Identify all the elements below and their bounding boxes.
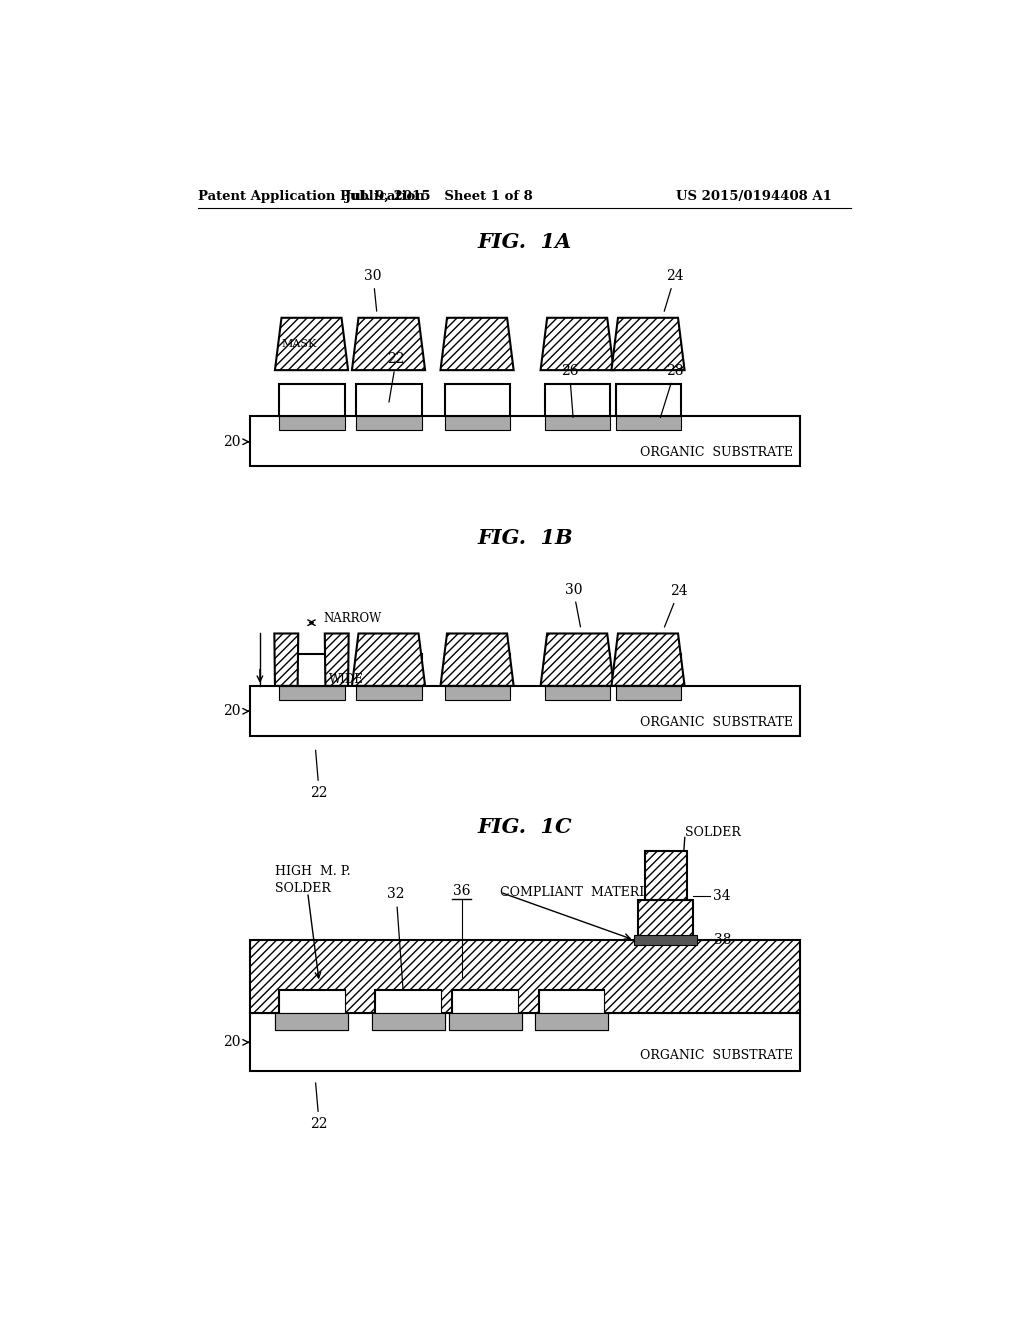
Bar — [280, 686, 345, 700]
Bar — [376, 990, 441, 1014]
Bar — [634, 936, 697, 945]
Text: 34: 34 — [713, 888, 730, 903]
Bar — [280, 990, 345, 1014]
Text: Patent Application Publication: Patent Application Publication — [199, 190, 425, 203]
Bar — [280, 990, 345, 1014]
Bar — [539, 990, 604, 1014]
Text: 22: 22 — [387, 352, 404, 403]
Bar — [275, 1014, 348, 1030]
Polygon shape — [541, 634, 613, 686]
Bar — [539, 990, 604, 1014]
Bar — [250, 686, 801, 737]
Bar — [638, 900, 693, 940]
Text: 20: 20 — [223, 1035, 241, 1049]
Text: 24: 24 — [665, 583, 687, 627]
Text: ORGANIC  SUBSTRATE: ORGANIC SUBSTRATE — [640, 1049, 793, 1063]
Bar — [444, 384, 510, 416]
Bar — [250, 1014, 801, 1071]
Polygon shape — [440, 634, 514, 686]
Text: 20: 20 — [223, 705, 241, 718]
Bar — [545, 686, 610, 700]
Bar — [372, 1014, 444, 1030]
Text: SOLDER: SOLDER — [275, 882, 331, 895]
Bar — [453, 990, 518, 1014]
Bar — [280, 416, 345, 430]
Text: FIG.  1C: FIG. 1C — [477, 817, 572, 837]
Bar — [645, 851, 687, 900]
Text: FIG.  1A: FIG. 1A — [477, 231, 572, 252]
Text: FIG.  1B: FIG. 1B — [477, 528, 572, 548]
Bar — [545, 653, 610, 686]
Text: ORGANIC  SUBSTRATE: ORGANIC SUBSTRATE — [640, 715, 793, 729]
Bar — [275, 1014, 348, 1030]
Bar — [615, 384, 681, 416]
Bar — [449, 1014, 521, 1030]
Text: 24: 24 — [665, 269, 684, 312]
Polygon shape — [352, 318, 425, 370]
Text: 26: 26 — [561, 364, 579, 417]
Text: 36: 36 — [453, 883, 470, 898]
Bar — [449, 1014, 521, 1030]
Text: 22: 22 — [310, 1082, 328, 1131]
Bar — [376, 990, 441, 1014]
Text: MASK: MASK — [282, 339, 316, 348]
Polygon shape — [440, 318, 514, 370]
Polygon shape — [541, 318, 613, 370]
Bar — [356, 686, 422, 700]
Text: NARROW: NARROW — [324, 611, 382, 624]
Bar — [535, 1014, 608, 1030]
Bar — [453, 990, 518, 1014]
Bar — [444, 686, 510, 700]
Text: WIDE: WIDE — [330, 673, 365, 686]
Bar — [545, 384, 610, 416]
Bar — [615, 686, 681, 700]
Polygon shape — [274, 318, 348, 370]
Text: ORGANIC  SUBSTRATE: ORGANIC SUBSTRATE — [640, 446, 793, 459]
Bar — [444, 416, 510, 430]
Text: SOLDER: SOLDER — [685, 825, 740, 838]
Text: Jul. 9, 2015   Sheet 1 of 8: Jul. 9, 2015 Sheet 1 of 8 — [345, 190, 532, 203]
Polygon shape — [352, 634, 425, 686]
Polygon shape — [611, 634, 685, 686]
Text: 20: 20 — [223, 434, 241, 449]
Bar — [372, 1014, 444, 1030]
Polygon shape — [274, 634, 298, 686]
Bar — [356, 416, 422, 430]
Text: 30: 30 — [365, 269, 382, 312]
Polygon shape — [325, 634, 348, 686]
Text: 30: 30 — [564, 582, 582, 627]
Bar — [615, 416, 681, 430]
Bar — [444, 653, 510, 686]
Bar — [280, 384, 345, 416]
Text: 32: 32 — [387, 887, 404, 999]
Bar — [280, 653, 345, 686]
Polygon shape — [611, 318, 685, 370]
Bar — [356, 653, 422, 686]
Bar — [615, 653, 681, 686]
Bar — [535, 1014, 608, 1030]
Bar — [356, 384, 422, 416]
Text: COMPLIANT  MATERIAL: COMPLIANT MATERIAL — [500, 886, 662, 899]
Text: 22: 22 — [310, 750, 328, 800]
Bar — [545, 416, 610, 430]
Bar — [250, 416, 801, 466]
Text: 38: 38 — [714, 933, 732, 946]
Text: HIGH  M. P.: HIGH M. P. — [275, 866, 351, 878]
Text: US 2015/0194408 A1: US 2015/0194408 A1 — [676, 190, 833, 203]
Text: 28: 28 — [660, 364, 684, 417]
Bar — [250, 940, 801, 1014]
